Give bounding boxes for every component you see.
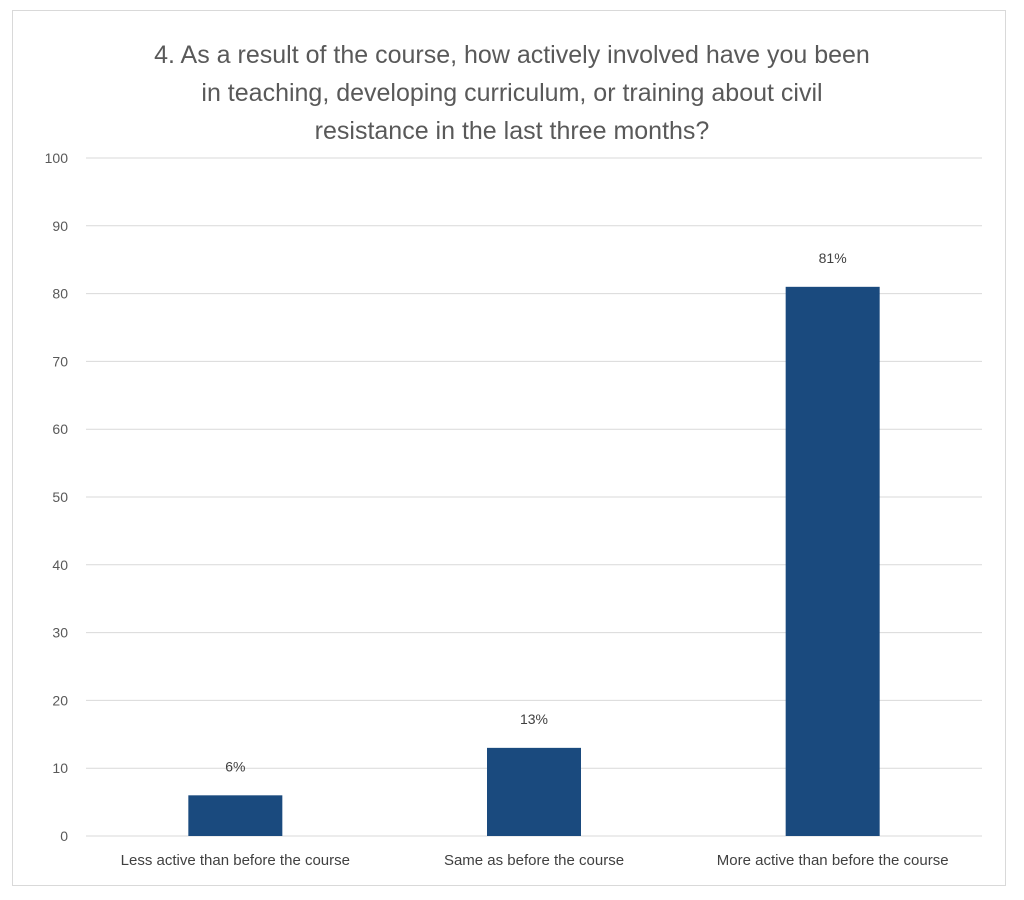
y-tick-label-90: 90 [52,218,68,234]
category-label-2: Same as before the course [444,852,624,869]
chart-title-line-2: in teaching, developing curriculum, or t… [201,79,823,107]
y-tick-label-60: 60 [52,421,68,437]
category-label-1: Less active than before the course [121,852,350,869]
bar-2 [487,747,581,836]
chart-title: 4. As a result of the course, how active… [0,36,1024,150]
category-label-3: More active than before the course [717,852,949,869]
y-tick-label-50: 50 [52,489,68,505]
chart-title-line-1: 4. As a result of the course, how active… [154,41,870,69]
y-tick-label-40: 40 [52,557,68,573]
data-label-2: 13% [520,711,548,727]
bar-1 [188,795,283,836]
y-tick-label-100: 100 [45,150,69,166]
y-tick-label-20: 20 [52,692,68,708]
chart-title-line-3: resistance in the last three months? [314,117,710,145]
y-tick-label-70: 70 [52,353,68,369]
y-tick-label-10: 10 [52,760,68,776]
y-tick-label-80: 80 [52,286,68,302]
y-tick-label-30: 30 [52,625,68,641]
bar-3 [785,286,880,836]
y-tick-label-0: 0 [60,828,68,844]
data-label-3: 81% [819,250,847,266]
data-label-1: 6% [225,758,245,774]
